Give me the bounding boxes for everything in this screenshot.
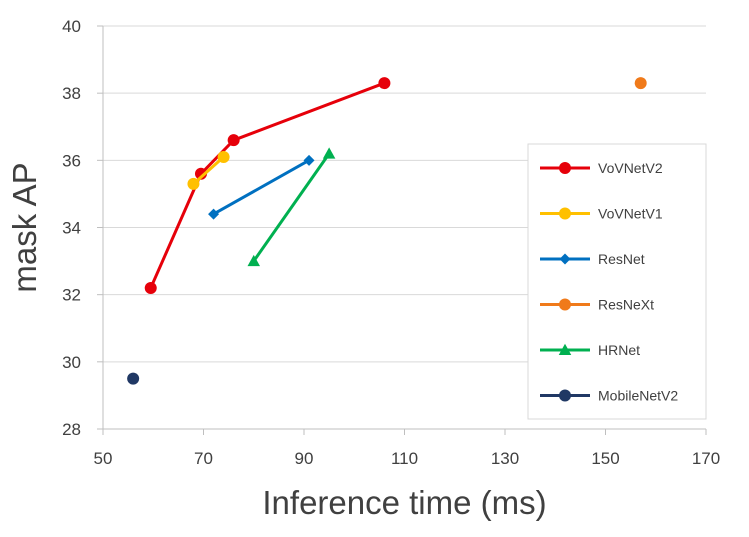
- legend-label-hrnet: HRNet: [598, 342, 640, 358]
- point-resnet: [303, 154, 315, 166]
- y-tick-label: 32: [62, 286, 81, 305]
- legend-item-vovnetv2: VoVNetV2: [540, 160, 663, 176]
- line-resnet: [212, 159, 310, 216]
- legend-marker-hrnet: [558, 343, 572, 355]
- point-hrnet: [247, 254, 260, 267]
- y-tick-label: 38: [62, 84, 81, 103]
- y-tick-label: 40: [62, 17, 81, 36]
- axes: 28 30 32 34 36 38 40 50 70 90 110 130 150 170: [62, 17, 720, 468]
- line-vovnetv1: [192, 155, 225, 185]
- y-tick-label: 28: [62, 420, 81, 439]
- series-mobilenetv2: [127, 372, 140, 385]
- legend-marker-mobilenetv2: [559, 389, 571, 402]
- y-tick-label: 30: [62, 353, 81, 372]
- legend-label-resnet: ResNet: [598, 251, 645, 267]
- legend-box: [527, 143, 707, 420]
- series-resnext: [634, 77, 647, 90]
- x-tick-label: 150: [591, 449, 619, 468]
- x-tick-label: 50: [94, 449, 113, 468]
- legend-item-mobilenetv2: MobileNetV2: [540, 388, 678, 404]
- legend-marker-vovnetv1: [559, 207, 571, 220]
- point-vovnetv2: [144, 281, 157, 294]
- point-vovnetv2: [194, 167, 207, 180]
- x-axis-title: Inference time (ms): [262, 484, 546, 521]
- legend: VoVNetV2 VoVNetV1 ResNet ResNeXt HRNet Mobile…: [527, 143, 707, 420]
- series-resnet: [208, 154, 315, 220]
- legend-label-mobilenetv2: MobileNetV2: [598, 388, 678, 404]
- point-vovnetv1: [187, 177, 200, 190]
- line-vovnetv2: [149, 81, 385, 289]
- line-hrnet: [252, 152, 331, 262]
- point-hrnet: [322, 147, 336, 159]
- x-tick-label: 70: [194, 449, 213, 468]
- y-axis-title: mask AP: [6, 162, 43, 292]
- series-vovnetv2: [144, 77, 391, 294]
- x-tick-label: 90: [295, 449, 314, 468]
- legend-label-resnext: ResNeXt: [598, 297, 654, 313]
- series-layer: [127, 77, 647, 385]
- series-hrnet: [247, 147, 336, 267]
- legend-item-resnet: ResNet: [540, 251, 645, 267]
- point-vovnetv2: [227, 134, 240, 147]
- legend-item-resnext: ResNeXt: [540, 297, 654, 313]
- y-tick-label: 34: [62, 219, 81, 238]
- x-tick-label: 110: [391, 449, 418, 468]
- legend-marker-vovnetv2: [559, 162, 571, 174]
- point-resnet: [208, 208, 220, 220]
- legend-marker-resnext: [559, 298, 571, 311]
- x-tick-label: 170: [692, 449, 720, 468]
- y-tick-label: 36: [62, 151, 81, 170]
- point-mobilenetv2: [127, 372, 140, 385]
- point-resnext: [634, 77, 647, 90]
- point-vovnetv2: [378, 77, 391, 90]
- legend-label-vovnetv1: VoVNetV1: [598, 206, 663, 222]
- x-tick-label: 130: [491, 449, 519, 468]
- legend-marker-resnet: [559, 253, 571, 265]
- series-vovnetv1: [187, 150, 230, 190]
- point-vovnetv1: [217, 150, 230, 163]
- legend-item-hrnet: HRNet: [540, 342, 640, 358]
- legend-item-vovnetv1: VoVNetV1: [540, 206, 663, 222]
- legend-label-vovnetv2: VoVNetV2: [598, 160, 663, 176]
